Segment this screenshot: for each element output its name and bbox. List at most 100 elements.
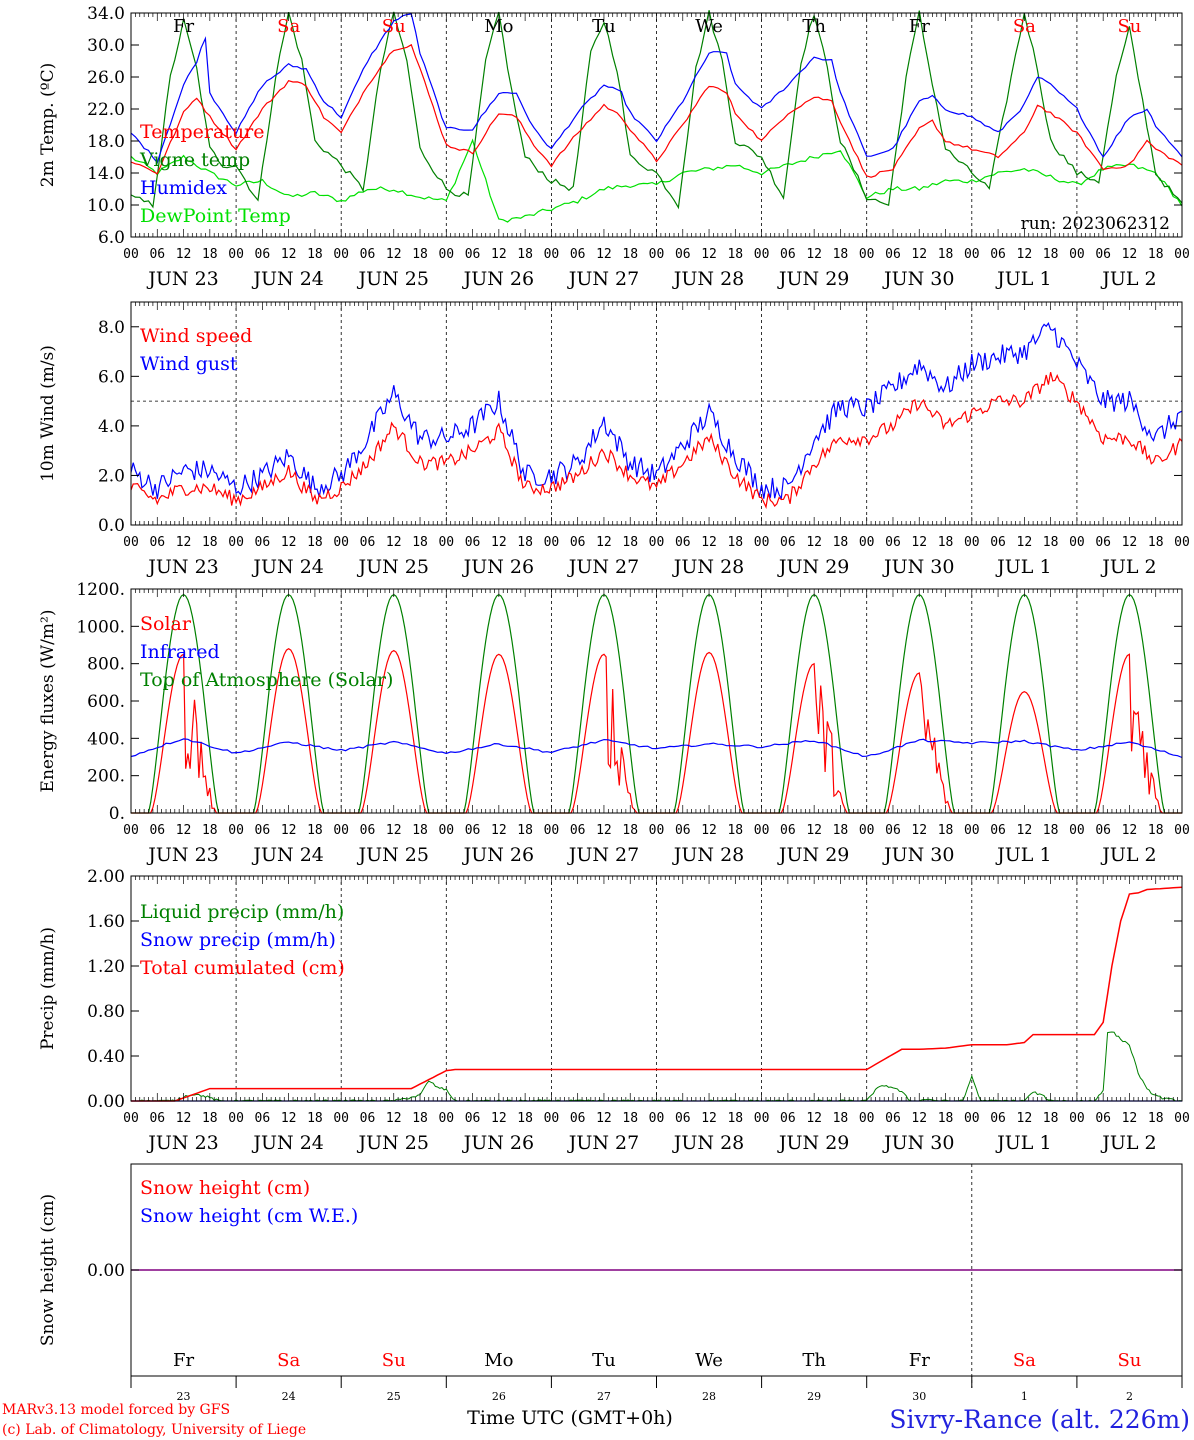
hour-tick-label: 00 — [1174, 1111, 1190, 1126]
date-label: JUN 23 — [146, 1132, 218, 1154]
date-label: JUN 29 — [777, 268, 849, 290]
date-label: JUN 27 — [567, 556, 639, 578]
date-label: JUN 30 — [882, 1132, 954, 1154]
hour-tick-label: 18 — [938, 535, 954, 550]
y-axis-label: Snow height (cm) — [38, 1194, 58, 1346]
hour-tick-label: 18 — [938, 247, 954, 262]
y-tick-label: 6.0 — [98, 367, 125, 387]
day-number-label: 26 — [492, 1390, 506, 1403]
legend-entry: Vigne temp — [139, 149, 250, 171]
hour-tick-label: 18 — [517, 535, 533, 550]
legend-entry: Humidex — [140, 177, 227, 199]
hour-tick-label: 06 — [149, 535, 165, 550]
legend-entry: Total cumulated (cm) — [140, 957, 345, 979]
hour-tick-label: 06 — [465, 823, 481, 838]
grid-layer — [131, 13, 1182, 1388]
date-label: JUN 29 — [777, 844, 849, 866]
date-label: JUN 25 — [357, 556, 429, 578]
hour-tick-label: 06 — [780, 1111, 796, 1126]
y-tick-label: 0.40 — [87, 1047, 125, 1067]
hour-tick-label: 00 — [123, 823, 139, 838]
hour-tick-label: 12 — [806, 247, 822, 262]
day-number-label: 23 — [177, 1390, 191, 1403]
hour-tick-label: 18 — [202, 1111, 218, 1126]
legend-entry: Solar — [140, 613, 192, 635]
date-label: JUN 30 — [882, 844, 954, 866]
hour-tick-label: 06 — [990, 535, 1006, 550]
hour-tick-label: 00 — [859, 823, 875, 838]
hour-tick-label: 18 — [307, 823, 323, 838]
day-number-label: 29 — [807, 1390, 821, 1403]
hour-tick-label: 00 — [859, 247, 875, 262]
hour-tick-label: 06 — [570, 535, 586, 550]
hour-tick-label: 00 — [544, 247, 560, 262]
date-label: JUN 29 — [777, 1132, 849, 1154]
hour-tick-label: 00 — [859, 535, 875, 550]
hour-tick-label: 18 — [307, 247, 323, 262]
panel-frame — [130, 12, 1183, 238]
hour-tick-label: 06 — [675, 247, 691, 262]
hour-tick-label: 00 — [228, 535, 244, 550]
y-tick-label: 18.0 — [87, 132, 125, 152]
hour-tick-label: 06 — [465, 247, 481, 262]
series-line — [130, 43, 1183, 178]
day-abbr-label: Fr — [173, 16, 194, 37]
date-label: JUN 28 — [672, 556, 744, 578]
day-abbr-label: Sa — [277, 16, 300, 37]
hour-tick-label: 12 — [1122, 247, 1138, 262]
hour-tick-label: 06 — [360, 823, 376, 838]
hour-tick-label: 00 — [1174, 535, 1190, 550]
hour-tick-label: 18 — [517, 823, 533, 838]
hour-tick-label: 18 — [1148, 1111, 1164, 1126]
hour-tick-label: 18 — [517, 247, 533, 262]
y-tick-label: 600. — [87, 692, 125, 712]
hour-tick-label: 00 — [228, 1111, 244, 1126]
run-label: run: 2023062312 — [1021, 214, 1170, 234]
date-label: JUL 2 — [1100, 1132, 1156, 1154]
y-tick-label: 2.00 — [87, 867, 125, 887]
hour-tick-label: 00 — [754, 1111, 770, 1126]
hour-tick-label: 00 — [649, 1111, 665, 1126]
hour-tick-label: 12 — [1122, 1111, 1138, 1126]
hour-tick-label: 06 — [465, 1111, 481, 1126]
hour-tick-label: 18 — [202, 247, 218, 262]
date-label: JUN 29 — [777, 556, 849, 578]
hour-tick-label: 06 — [885, 535, 901, 550]
date-label: JUN 28 — [672, 844, 744, 866]
hour-tick-label: 00 — [1069, 247, 1085, 262]
hour-tick-label: 18 — [1148, 535, 1164, 550]
day-abbr-label: Mo — [484, 16, 513, 37]
hour-tick-label: 00 — [1069, 823, 1085, 838]
day-abbr-label: Tu — [592, 16, 616, 37]
y-axis-label: 10m Wind (m/s) — [38, 345, 58, 482]
hour-tick-label: 00 — [1174, 823, 1190, 838]
hour-tick-label: 12 — [911, 823, 927, 838]
hour-tick-label: 18 — [833, 823, 849, 838]
hour-tick-label: 12 — [281, 247, 297, 262]
y-tick-label: 400. — [87, 729, 125, 749]
hour-tick-label: 12 — [386, 535, 402, 550]
date-label: JUL 2 — [1100, 268, 1156, 290]
hour-tick-label: 18 — [1043, 535, 1059, 550]
hour-tick-label: 06 — [780, 535, 796, 550]
hour-tick-label: 06 — [780, 247, 796, 262]
y-tick-label: 1.60 — [87, 912, 125, 932]
legend-entry: Infrared — [140, 641, 220, 663]
y-tick-label: 26.0 — [87, 68, 125, 88]
text-layer: 6.010.014.018.022.026.030.034.02m Temp. … — [38, 4, 1190, 1403]
hour-tick-label: 18 — [412, 247, 428, 262]
y-tick-label: 22.0 — [87, 100, 125, 120]
hour-tick-label: 06 — [1095, 1111, 1111, 1126]
hour-tick-label: 12 — [806, 1111, 822, 1126]
hour-tick-label: 06 — [990, 247, 1006, 262]
hour-tick-label: 00 — [964, 535, 980, 550]
date-label: JUN 26 — [462, 268, 534, 290]
hour-tick-label: 00 — [438, 823, 454, 838]
hour-tick-label: 00 — [964, 823, 980, 838]
hour-tick-label: 12 — [386, 247, 402, 262]
date-label: JUN 28 — [672, 1132, 744, 1154]
legend-entry: Snow height (cm) — [140, 1177, 310, 1199]
hour-tick-label: 06 — [360, 247, 376, 262]
day-number-label: 28 — [702, 1390, 716, 1403]
y-tick-label: 800. — [87, 655, 125, 675]
